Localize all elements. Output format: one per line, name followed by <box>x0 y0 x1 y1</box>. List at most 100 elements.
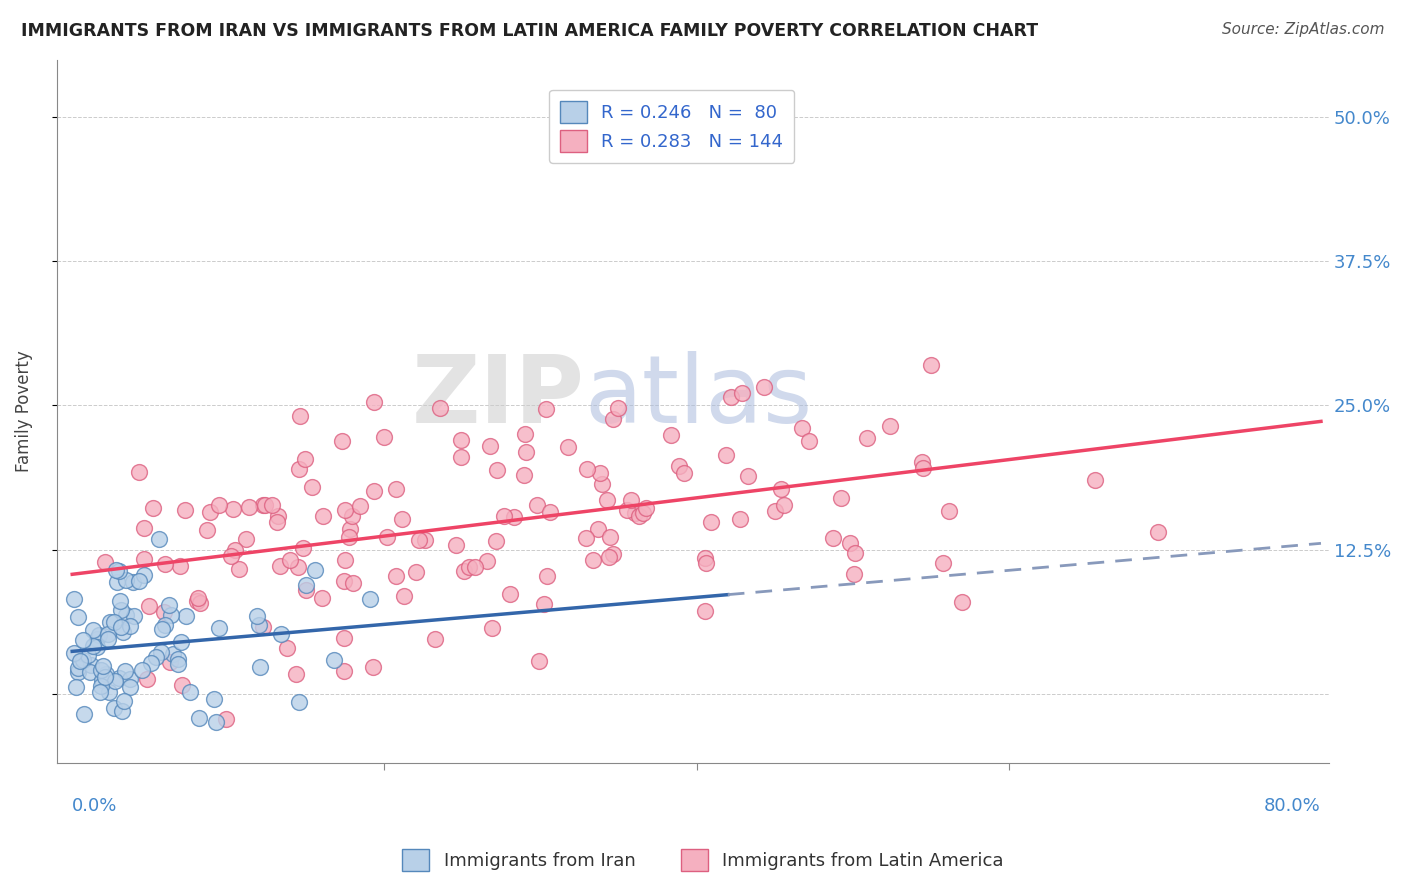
Point <box>278 552 301 566</box>
Point <box>111 705 134 719</box>
Point <box>938 503 960 517</box>
Point <box>730 512 752 526</box>
Point <box>112 694 135 708</box>
Legend: R = 0.246   N =  80, R = 0.283   N = 144: R = 0.246 N = 80, R = 0.283 N = 144 <box>550 90 794 162</box>
Point <box>363 395 385 409</box>
Point <box>950 595 973 609</box>
Text: IMMIGRANTS FROM IRAN VS IMMIGRANTS FROM LATIN AMERICA FAMILY POVERTY CORRELATION: IMMIGRANTS FROM IRAN VS IMMIGRANTS FROM … <box>21 22 1038 40</box>
Point <box>444 538 467 552</box>
Point <box>135 672 157 686</box>
Point <box>668 458 690 473</box>
Point <box>252 620 274 634</box>
Point <box>856 431 879 445</box>
Point <box>108 564 131 578</box>
Point <box>186 594 208 608</box>
Point <box>208 621 231 635</box>
Point <box>823 531 845 545</box>
Point <box>62 646 84 660</box>
Point <box>63 591 86 606</box>
Point <box>304 563 326 577</box>
Point <box>176 608 198 623</box>
Point <box>153 605 176 619</box>
Point <box>162 647 184 661</box>
Point <box>591 476 613 491</box>
Point <box>1084 473 1107 487</box>
Point <box>361 660 384 674</box>
Point <box>538 505 561 519</box>
Point <box>254 498 277 512</box>
Point <box>879 418 901 433</box>
Point <box>359 592 381 607</box>
Text: ZIP: ZIP <box>412 351 585 443</box>
Point <box>634 501 657 516</box>
Point <box>124 609 146 624</box>
Point <box>72 632 94 647</box>
Point <box>340 508 363 523</box>
Point <box>94 670 117 684</box>
Point <box>312 509 335 524</box>
Point <box>90 680 112 694</box>
Point <box>138 599 160 614</box>
Point <box>110 620 132 634</box>
Text: 80.0%: 80.0% <box>1264 797 1322 815</box>
Point <box>425 632 447 646</box>
Point <box>695 550 717 565</box>
Point <box>160 607 183 622</box>
Point <box>405 565 427 579</box>
Point <box>363 484 385 499</box>
Point <box>453 564 475 578</box>
Point <box>132 568 155 582</box>
Point <box>132 552 155 566</box>
Point <box>797 434 820 449</box>
Point <box>238 500 260 515</box>
Point <box>67 665 90 679</box>
Point <box>499 586 522 600</box>
Text: atlas: atlas <box>585 351 813 443</box>
Point <box>464 559 486 574</box>
Point <box>110 603 132 617</box>
Point <box>661 428 683 442</box>
Point <box>139 656 162 670</box>
Point <box>1147 525 1170 540</box>
Point <box>586 523 609 537</box>
Point <box>337 530 360 544</box>
Point <box>911 455 934 469</box>
Point <box>322 653 344 667</box>
Point <box>415 533 437 547</box>
Point <box>145 649 167 664</box>
Point <box>717 99 740 113</box>
Point <box>720 390 742 404</box>
Point <box>458 560 481 574</box>
Point <box>503 510 526 524</box>
Point <box>108 671 131 685</box>
Point <box>69 654 91 668</box>
Point <box>86 632 108 647</box>
Point <box>342 576 364 591</box>
Point <box>284 666 307 681</box>
Point <box>695 604 717 618</box>
Point <box>575 532 598 546</box>
Point <box>167 657 190 671</box>
Point <box>128 465 150 479</box>
Point <box>575 462 598 476</box>
Point <box>392 590 415 604</box>
Point <box>486 463 509 477</box>
Point <box>270 627 292 641</box>
Point <box>620 492 643 507</box>
Point <box>166 652 188 666</box>
Point <box>159 655 181 669</box>
Point <box>195 524 218 538</box>
Point <box>616 502 638 516</box>
Point <box>450 450 472 464</box>
Point <box>97 632 120 646</box>
Point <box>115 573 138 587</box>
Point <box>515 444 537 458</box>
Point <box>598 550 620 565</box>
Point <box>534 402 557 417</box>
Point <box>700 515 723 529</box>
Point <box>332 665 354 679</box>
Point <box>932 556 955 570</box>
Point <box>631 506 654 520</box>
Point <box>98 615 121 629</box>
Text: Source: ZipAtlas.com: Source: ZipAtlas.com <box>1222 22 1385 37</box>
